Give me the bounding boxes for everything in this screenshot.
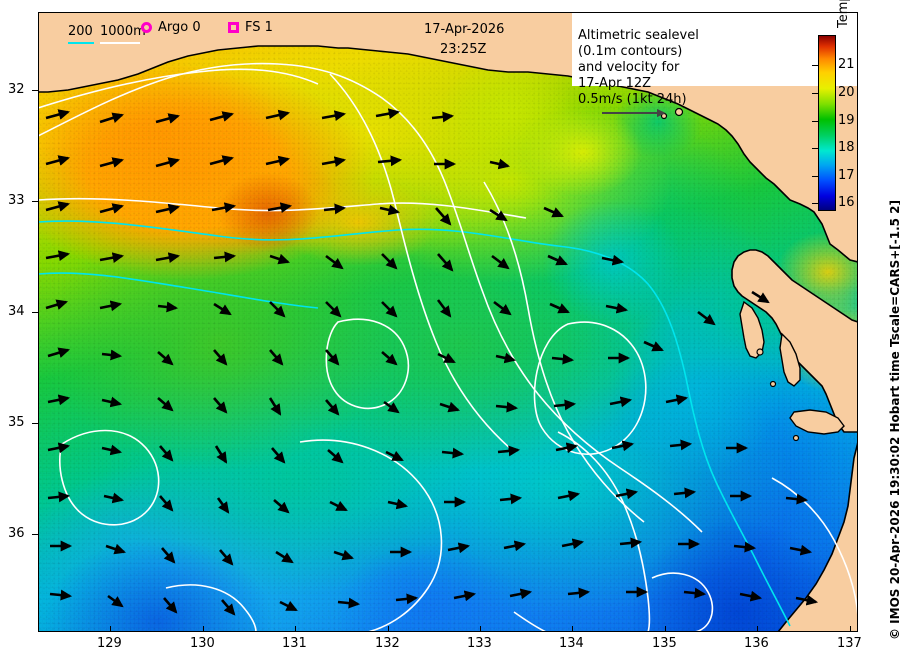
colorbar-ticklabel-17: 17	[838, 168, 855, 183]
fs-marker-icon	[228, 22, 239, 33]
ssh-contour-13	[513, 611, 547, 632]
x-ticklabel-133: 133	[467, 636, 492, 651]
ssh-contour-11	[165, 584, 257, 632]
colorbar-axis-label: Temp. (°C) NOAA_M 29% ql>=2	[836, 0, 851, 28]
bathy-200m-contour-b	[38, 272, 319, 309]
argo-legend-label: Argo 0	[158, 20, 201, 35]
land-islet-4	[769, 380, 777, 388]
y-tickmark-33	[32, 201, 38, 202]
altimetry-note-line3: and velocity for	[578, 60, 680, 75]
x-ticklabel-135: 135	[652, 636, 677, 651]
scale-200-label: 200	[68, 24, 93, 39]
land-gulf-inlet-a	[739, 300, 765, 359]
colorbar-ticklabel-21: 21	[838, 57, 855, 72]
colorbar-ticklabel-16: 16	[838, 195, 855, 210]
time-stamp: 23:25Z	[440, 42, 487, 57]
y-tickmark-34	[32, 312, 38, 313]
date-stamp: 17-Apr-2026	[424, 22, 505, 37]
x-tickmark-135	[665, 626, 666, 632]
ssh-contour-10	[651, 572, 714, 632]
altimetry-note-line5: 0.5m/s (1kt 24h)	[578, 92, 687, 107]
temperature-colorbar[interactable]	[818, 35, 836, 211]
colorbar-tick-16	[812, 203, 818, 204]
map-plot-area[interactable]	[38, 12, 858, 632]
ssh-contour-3	[329, 73, 513, 451]
x-ticklabel-132: 132	[375, 636, 400, 651]
argo-marker-icon	[141, 22, 152, 33]
altimetry-note-line1: Altimetric sealevel	[578, 28, 699, 43]
velocity-scale-arrow-icon	[602, 108, 666, 118]
colorbar-tick-18	[812, 148, 818, 149]
colorbar-tick-17	[812, 176, 818, 177]
altimetry-note-line2: (0.1m contours)	[578, 44, 683, 59]
x-ticklabel-131: 131	[282, 636, 307, 651]
x-ticklabel-134: 134	[559, 636, 584, 651]
x-tickmark-137	[850, 626, 851, 632]
colorbar-ticklabel-20: 20	[838, 85, 855, 100]
x-tickmark-133	[480, 626, 481, 632]
ssh-contour-12	[771, 477, 858, 617]
ssh-contour-8	[299, 439, 443, 632]
velocity-arrow-layer	[45, 108, 819, 616]
land-islet-5	[792, 434, 800, 442]
colorbar-tick-20	[812, 93, 818, 94]
altimetry-note-line4: 17-Apr 12Z	[578, 76, 652, 91]
x-tickmark-131	[295, 626, 296, 632]
land-islet-1	[674, 107, 684, 117]
y-tickmark-36	[32, 534, 38, 535]
ssh-contour-2	[38, 197, 527, 219]
ssh-contour-1	[38, 68, 319, 109]
x-ticklabel-136: 136	[744, 636, 769, 651]
colorbar-ticklabel-19: 19	[838, 113, 855, 128]
x-tickmark-130	[203, 626, 204, 632]
bathy-1000m-contour	[38, 62, 703, 533]
x-ticklabel-137: 137	[837, 636, 862, 651]
ssh-contour-4	[483, 181, 645, 523]
land-islet-3	[756, 348, 764, 356]
x-tickmark-136	[757, 626, 758, 632]
x-ticklabel-129: 129	[97, 636, 122, 651]
colorbar-tick-21	[812, 65, 818, 66]
colorbar-ticklabel-18: 18	[838, 140, 855, 155]
x-tickmark-134	[572, 626, 573, 632]
land-southeast-coast	[776, 441, 858, 632]
fs-legend-label: FS 1	[245, 20, 273, 35]
land-gulf-inlet-b	[779, 332, 801, 387]
scale-1000-label: 1000m	[100, 24, 146, 39]
x-ticklabel-130: 130	[190, 636, 215, 651]
y-tickmark-35	[32, 423, 38, 424]
y-tickmark-32	[32, 90, 38, 91]
colorbar-tick-19	[812, 121, 818, 122]
land-kangaroo-island	[789, 409, 845, 435]
x-tickmark-132	[388, 626, 389, 632]
x-tickmark-129	[110, 626, 111, 632]
scale-1000-underline	[100, 42, 140, 44]
scale-200-underline	[68, 42, 94, 44]
credit-text: © IMOS 20-Apr-2026 19:30:02 Hobart time …	[888, 199, 900, 640]
